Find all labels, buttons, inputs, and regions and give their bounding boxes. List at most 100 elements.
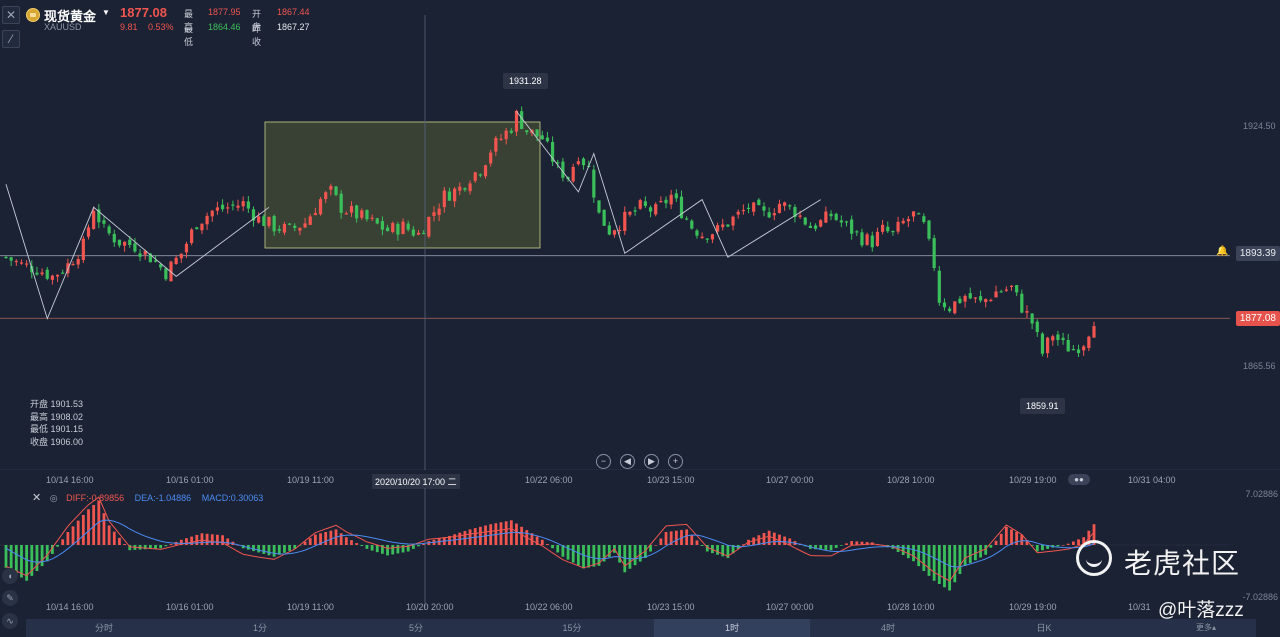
- macd-bar: [40, 545, 44, 567]
- timeframe-tab-active[interactable]: 1时: [654, 619, 810, 637]
- candle-body: [76, 259, 80, 265]
- candle-body: [674, 193, 678, 199]
- timeframe-tab[interactable]: 分时: [94, 623, 113, 633]
- macd-bar: [783, 536, 787, 545]
- macd-bar: [468, 529, 472, 545]
- macd-bar: [45, 545, 49, 562]
- gold-coin-icon: [26, 8, 40, 22]
- close-indicator-icon[interactable]: ✕: [32, 492, 42, 504]
- candle-body: [772, 213, 776, 216]
- candle-body: [1015, 285, 1019, 293]
- macd-bar: [839, 545, 843, 546]
- zoom-out-button[interactable]: −: [596, 454, 611, 469]
- close-drawing-icon[interactable]: ✕: [2, 6, 20, 24]
- macd-bar: [700, 545, 704, 546]
- pencil-icon[interactable]: ✎: [2, 590, 18, 606]
- crosshair-time-label: 2020/10/20 17:00 二: [372, 474, 460, 489]
- candle-body: [509, 130, 513, 133]
- candle-body: [808, 225, 812, 229]
- macd-bar: [695, 540, 699, 545]
- indicator-wave-icon[interactable]: ∿: [2, 613, 18, 629]
- draw-line-icon[interactable]: ⁄: [2, 30, 20, 48]
- symbol-name[interactable]: 现货黄金: [44, 9, 97, 24]
- candle-body: [973, 297, 978, 299]
- candle-body: [473, 172, 477, 181]
- candle-body: [679, 196, 684, 219]
- tiger-logo-icon: [1076, 540, 1112, 576]
- current-price-tag: 1877.08: [1235, 311, 1280, 326]
- macd-bar: [582, 545, 585, 569]
- macd-bar: [76, 520, 80, 545]
- candle-body: [365, 210, 369, 220]
- macd-x-label: 10/23 15:00: [647, 602, 695, 612]
- timeframe-tab[interactable]: 15分: [562, 623, 582, 633]
- indicator-settings-icon[interactable]: ◎: [49, 493, 58, 503]
- macd-bar: [1010, 529, 1013, 545]
- macd-bar: [200, 533, 204, 545]
- candle-body: [514, 110, 519, 132]
- volume-icon[interactable]: ◖: [2, 568, 18, 584]
- candle-body: [850, 219, 854, 234]
- trend-line-drawing: [5, 184, 270, 320]
- macd-bar: [1066, 543, 1070, 545]
- macd-bar: [999, 533, 1003, 545]
- macd-bar: [128, 545, 132, 551]
- candle-body: [143, 250, 147, 255]
- trend-line-drawing: [516, 111, 821, 258]
- candle-body: [628, 211, 632, 215]
- macd-bar: [30, 545, 34, 576]
- macd-x-label: 10/14 16:00: [46, 602, 94, 612]
- price-axis-tick: 1924.50: [1243, 121, 1276, 131]
- macd-bar: [164, 545, 168, 547]
- macd-x-label: 10/22 06:00: [525, 602, 573, 612]
- candle-body: [432, 212, 436, 216]
- candle-body: [40, 272, 44, 275]
- macd-bar: [1061, 545, 1065, 546]
- candle-body: [288, 223, 292, 225]
- macd-bar: [252, 545, 255, 552]
- chevron-down-icon[interactable]: ▼: [102, 8, 110, 17]
- candle-body: [406, 223, 410, 230]
- macd-bar: [81, 514, 85, 545]
- timeframe-tab[interactable]: 4时: [880, 623, 895, 633]
- macd-bar: [834, 545, 838, 548]
- macd-bar: [205, 533, 209, 545]
- timeframe-tab[interactable]: 日K: [1036, 623, 1052, 633]
- macd-bar: [406, 545, 410, 552]
- more-timeframes-button[interactable]: 更多▴: [1195, 623, 1216, 632]
- macd-bar: [855, 541, 859, 545]
- macd-bar: [1071, 541, 1075, 545]
- macd-bar: [61, 539, 65, 545]
- bell-icon[interactable]: 🔔: [1216, 246, 1229, 257]
- macd-bar: [814, 545, 817, 550]
- more-dots-icon[interactable]: ●●: [1068, 474, 1090, 485]
- candle-body: [9, 257, 13, 261]
- candle-body: [55, 274, 60, 277]
- candle-body: [138, 253, 142, 257]
- candle-body: [303, 223, 307, 228]
- candle-body: [262, 216, 266, 226]
- candle-body: [623, 211, 627, 231]
- candle-body: [334, 186, 338, 195]
- candle-body: [880, 224, 885, 232]
- macd-bar: [102, 513, 106, 545]
- candle-body: [427, 216, 431, 237]
- zoom-in-button[interactable]: +: [668, 454, 683, 469]
- scroll-left-button[interactable]: ◀: [620, 454, 635, 469]
- candle-body: [860, 232, 864, 246]
- macd-bar: [148, 545, 152, 549]
- timeframe-tab[interactable]: 1分: [252, 623, 267, 633]
- macd-bar: [20, 545, 23, 578]
- macd-bar: [845, 543, 848, 545]
- tooltip-low: 最低 1901.15: [30, 424, 84, 434]
- macd-bar: [391, 545, 395, 555]
- candle-body: [813, 225, 818, 229]
- timeframe-tab[interactable]: 5分: [408, 623, 423, 633]
- macd-bar: [540, 539, 544, 545]
- candlestick-chart[interactable]: [0, 0, 1280, 470]
- candle-body: [401, 221, 405, 234]
- candle-body: [298, 227, 302, 231]
- candle-body: [643, 201, 647, 206]
- scroll-right-button[interactable]: ▶: [644, 454, 659, 469]
- macd-bar: [757, 535, 761, 545]
